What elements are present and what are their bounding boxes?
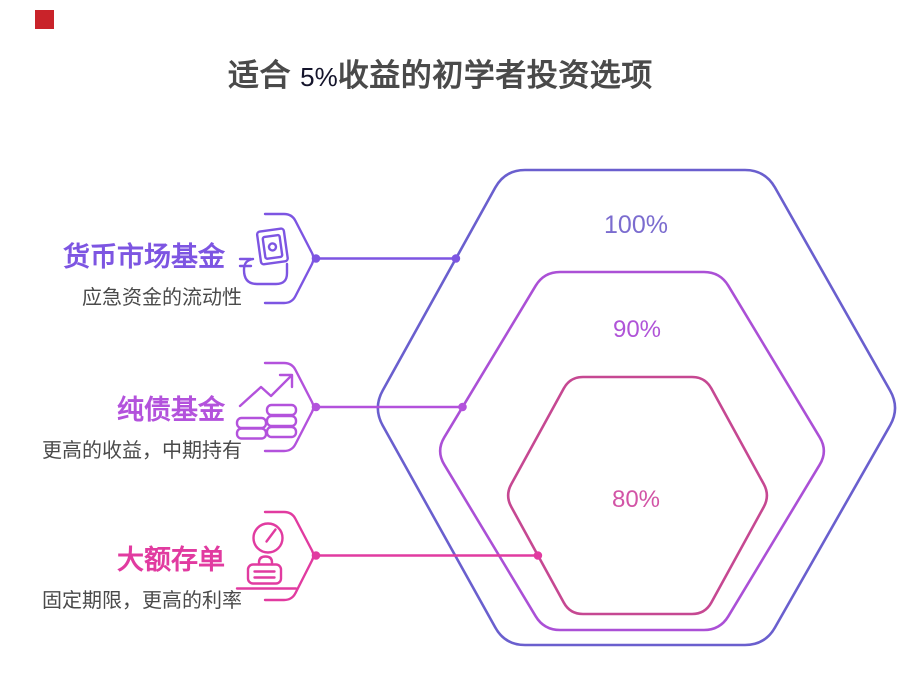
title-percent-highlight: 5% (300, 62, 338, 92)
hexagon-label-100: 100% (604, 211, 668, 239)
hexagon-label-80: 80% (612, 486, 660, 513)
connector-dot (311, 551, 321, 560)
connector-dot (311, 254, 321, 263)
row-certificate-deposit: 大额存单 固定期限，更高的利率 (42, 544, 242, 613)
title-prefix: 适合 (228, 58, 301, 93)
hexagon-label-90: 90% (613, 316, 661, 343)
connector-dot (451, 254, 461, 263)
time-deposit-icon (235, 522, 298, 590)
row-label: 大额存单 (117, 545, 225, 575)
row-label: 纯债基金 (117, 395, 225, 425)
row-description: 应急资金的流动性 (82, 287, 242, 310)
connector-dot (458, 402, 467, 412)
hexagon-100 (376, 168, 897, 647)
row-label: 货币市场基金 (63, 242, 225, 272)
row-bond-fund: 纯债基金 更高的收益，中期持有 (42, 394, 242, 463)
connector-dot (533, 551, 543, 560)
row-description: 更高的收益，中期持有 (42, 440, 242, 463)
row-description: 固定期限，更高的利率 (42, 590, 242, 613)
page-title: 适合 5%收益的初学者投资选项 (228, 50, 653, 95)
hexagon-80 (506, 375, 769, 616)
connector-dot (311, 402, 321, 412)
title-suffix: 收益的初学者投资选项 (337, 58, 653, 93)
coins-growth-icon (235, 373, 298, 440)
cash-in-hand-icon (238, 227, 289, 286)
hexagon-90 (438, 270, 826, 632)
brand-logo-square (35, 10, 54, 29)
row-money-market: 货币市场基金 应急资金的流动性 (63, 241, 242, 310)
